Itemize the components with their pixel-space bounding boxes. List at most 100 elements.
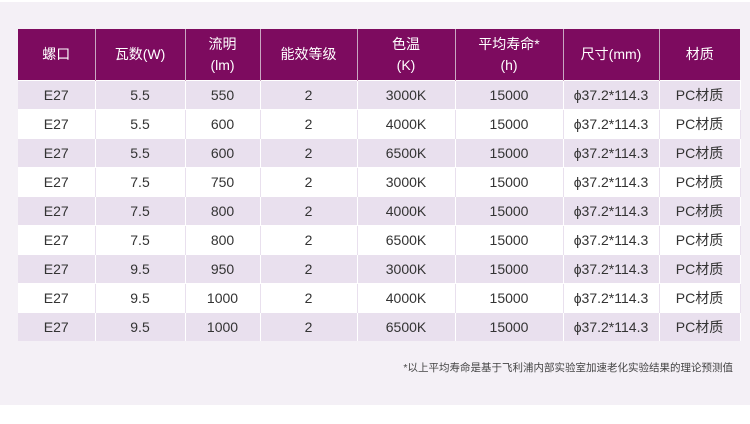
table-cell: E27 <box>18 167 96 197</box>
footnote: *以上平均寿命是基于飞利浦内部实验室加速老化实验结果的理论预测值 <box>403 362 733 374</box>
table-cell: 2 <box>260 196 358 226</box>
table-cell: 5.5 <box>95 138 186 168</box>
header-row: 螺口 瓦数(W) 流明 (lm) 能效等级 色温 (K) 平均寿命* (h) 尺寸(mm) 材质 <box>18 29 740 81</box>
table-row: E27 9.5 950 2 3000K 15000 ϕ37.2*114.3 PC材质 <box>18 254 741 284</box>
table-cell: 2 <box>260 167 358 197</box>
table-cell: 800 <box>185 196 261 226</box>
table-cell: ϕ37.2*114.3 <box>563 167 660 197</box>
table-cell: 2 <box>260 254 358 284</box>
header-label: 材质 <box>685 46 714 62</box>
table-cell: ϕ37.2*114.3 <box>563 283 660 313</box>
table-cell: ϕ37.2*114.3 <box>563 109 660 139</box>
table-cell: E27 <box>18 196 96 226</box>
table-cell: PC材质 <box>659 254 741 284</box>
table-cell: PC材质 <box>659 138 741 168</box>
header-label: 色温 <box>392 35 420 52</box>
header-label: (K) <box>396 56 416 73</box>
table-cell: 15000 <box>455 225 564 255</box>
header-label: 平均寿命* <box>478 35 540 52</box>
table-cell: ϕ37.2*114.3 <box>563 225 660 255</box>
table-cell: 9.5 <box>95 254 186 284</box>
table-cell: 5.5 <box>95 80 186 110</box>
table-cell: PC材质 <box>659 225 741 255</box>
table-row: E27 7.5 750 2 3000K 15000 ϕ37.2*114.3 PC材质 <box>18 167 741 197</box>
table-row: E27 7.5 800 2 4000K 15000 ϕ37.2*114.3 PC材质 <box>18 196 741 226</box>
column-header: 材质 <box>659 29 740 81</box>
table-cell: ϕ37.2*114.3 <box>563 196 660 226</box>
table-cell: PC材质 <box>659 80 741 110</box>
column-header: 流明 (lm) <box>185 29 261 81</box>
table-cell: 1000 <box>185 312 261 341</box>
table-cell: 5.5 <box>95 109 186 139</box>
table-cell: 600 <box>185 109 261 139</box>
table-cell: 1000 <box>185 283 261 313</box>
column-header: 能效等级 <box>260 29 358 81</box>
table-cell: ϕ37.2*114.3 <box>563 312 660 341</box>
column-header: 瓦数(W) <box>95 29 186 81</box>
table-cell: 15000 <box>455 196 564 226</box>
column-header: 色温 (K) <box>357 29 456 81</box>
table-cell: 750 <box>185 167 261 197</box>
table-cell: 3000K <box>357 80 456 110</box>
table-cell: 15000 <box>455 109 564 139</box>
table-cell: E27 <box>18 254 96 284</box>
column-header: 尺寸(mm) <box>563 29 660 81</box>
table-cell: 15000 <box>455 283 564 313</box>
table-cell: 600 <box>185 138 261 168</box>
table-cell: 15000 <box>455 312 564 341</box>
header-label: 能效等级 <box>280 46 337 62</box>
table-cell: 9.5 <box>95 283 186 313</box>
header-label: (lm) <box>210 56 235 73</box>
table-cell: 4000K <box>357 109 456 139</box>
table-cell: 4000K <box>357 196 456 226</box>
table-cell: 6500K <box>357 138 456 168</box>
table-cell: ϕ37.2*114.3 <box>563 80 660 110</box>
table-cell: 7.5 <box>95 196 186 226</box>
table-cell: 15000 <box>455 167 564 197</box>
table-row: E27 5.5 550 2 3000K 15000 ϕ37.2*114.3 PC材质 <box>18 80 741 110</box>
table-cell: 6500K <box>357 225 456 255</box>
table-cell: 15000 <box>455 254 564 284</box>
table-cell: E27 <box>18 109 96 139</box>
table-cell: 2 <box>260 283 358 313</box>
table-row: E27 9.5 1000 2 4000K 15000 ϕ37.2*114.3 PC材质 <box>18 283 741 313</box>
table-cell: 7.5 <box>95 167 186 197</box>
table-cell: 2 <box>260 138 358 168</box>
table-cell: 550 <box>185 80 261 110</box>
table-cell: PC材质 <box>659 109 741 139</box>
table-cell: PC材质 <box>659 312 741 341</box>
table-cell: 3000K <box>357 254 456 284</box>
table-cell: 6500K <box>357 312 456 341</box>
table-cell: PC材质 <box>659 283 741 313</box>
table-cell: E27 <box>18 312 96 341</box>
table-cell: E27 <box>18 225 96 255</box>
table-cell: 2 <box>260 109 358 139</box>
table-row: E27 9.5 1000 2 6500K 15000 ϕ37.2*114.3 PC材质 <box>18 312 741 341</box>
table-cell: ϕ37.2*114.3 <box>563 138 660 168</box>
table-cell: 15000 <box>455 138 564 168</box>
table-cell: 4000K <box>357 283 456 313</box>
header-label: (h) <box>500 56 518 73</box>
table-cell: 7.5 <box>95 225 186 255</box>
header-label: 流明 <box>208 35 237 52</box>
table-cell: 3000K <box>357 167 456 197</box>
column-header: 螺口 <box>18 29 96 81</box>
header-label: 尺寸(mm) <box>580 46 642 62</box>
table-cell: 15000 <box>455 80 564 110</box>
table-cell: E27 <box>18 80 96 110</box>
header-label: 螺口 <box>42 46 71 62</box>
table-cell: PC材质 <box>659 167 741 197</box>
table-cell: 9.5 <box>95 312 186 341</box>
table-cell: E27 <box>18 283 96 313</box>
table-row: E27 5.5 600 2 4000K 15000 ϕ37.2*114.3 PC材质 <box>18 109 741 139</box>
table-row: E27 7.5 800 2 6500K 15000 ϕ37.2*114.3 PC材质 <box>18 225 741 255</box>
table-cell: 950 <box>185 254 261 284</box>
table-cell: 2 <box>260 225 358 255</box>
column-header: 平均寿命* (h) <box>455 29 564 81</box>
table-cell: 2 <box>260 312 358 341</box>
table-cell: ϕ37.2*114.3 <box>563 254 660 284</box>
table-row: E27 5.5 600 2 6500K 15000 ϕ37.2*114.3 PC材质 <box>18 138 741 168</box>
table-cell: 800 <box>185 225 261 255</box>
table-cell: PC材质 <box>659 196 741 226</box>
table-cell: E27 <box>18 138 96 168</box>
